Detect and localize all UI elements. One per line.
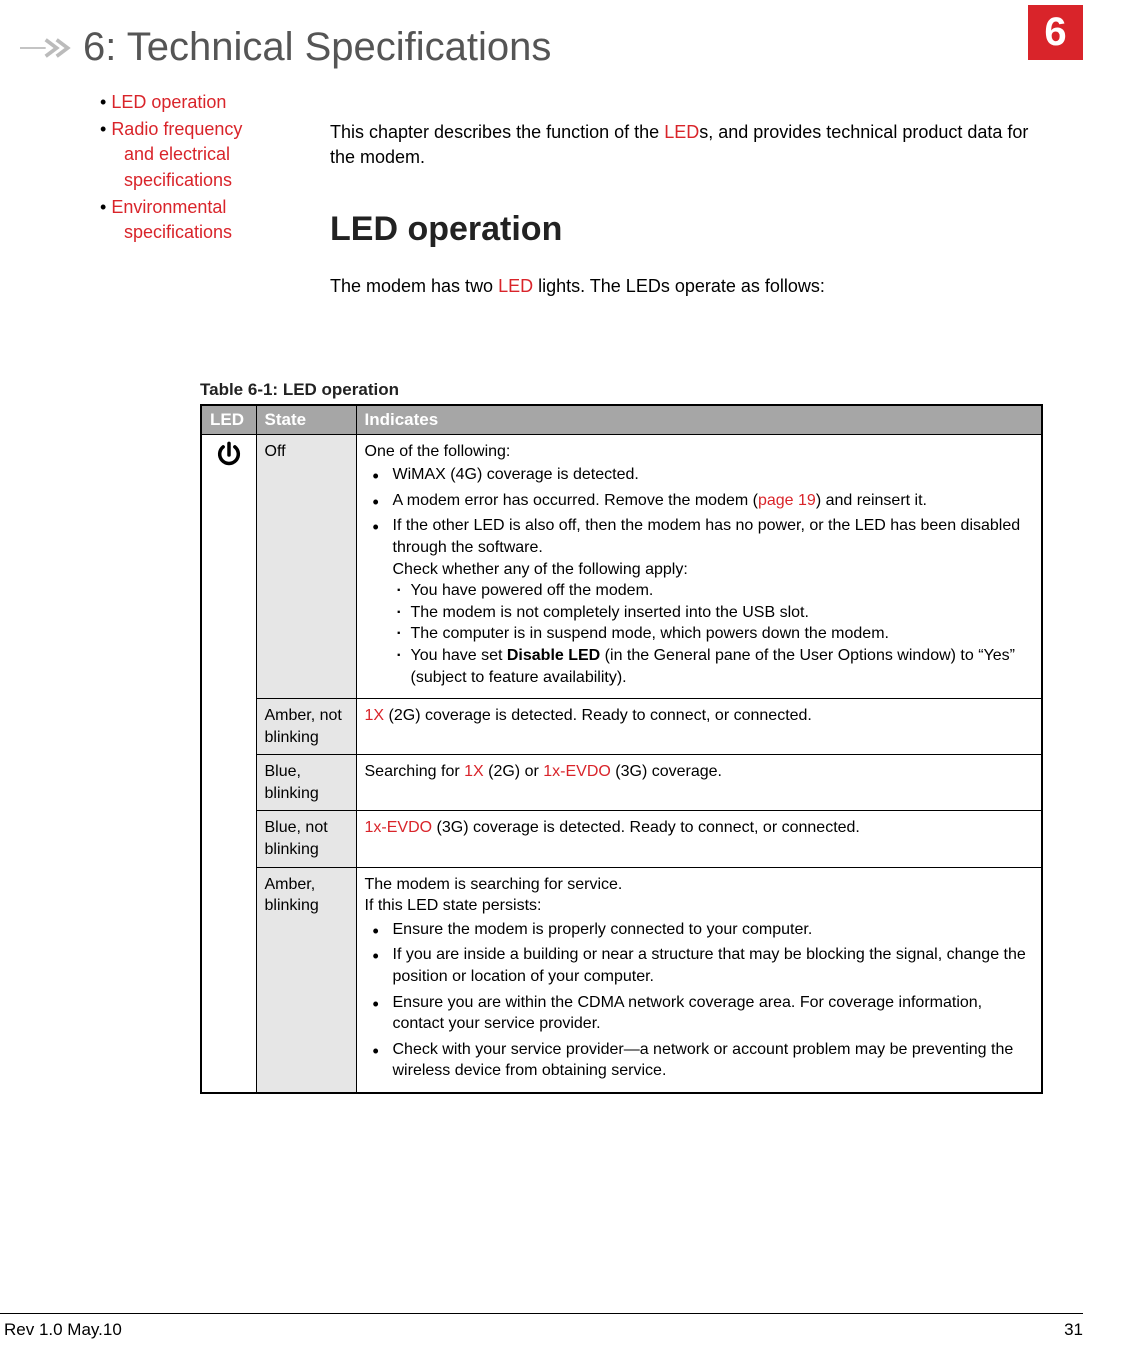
page-footer: Rev 1.0 May.10 31	[0, 1313, 1083, 1340]
footer-page-number: 31	[1064, 1320, 1083, 1340]
led-icon-cell	[201, 434, 256, 1093]
toc-link-environmental[interactable]: Environmentalspecifications	[100, 197, 258, 245]
state-cell: Blue, not blinking	[256, 811, 356, 867]
toc-sidebar: LED operation Radio frequencyand electri…	[0, 90, 270, 300]
toc-link-radio[interactable]: Radio frequencyand electricalspecificati…	[100, 119, 258, 193]
indicates-cell: One of the following: WiMAX (4G) coverag…	[356, 434, 1042, 699]
1x-evdo-link-2[interactable]: 1x-EVDO	[365, 819, 433, 836]
th-state: State	[256, 405, 356, 435]
body-paragraph: The modem has two LED lights. The LEDs o…	[330, 274, 1033, 299]
chevron-right-icon	[20, 33, 75, 63]
1x-evdo-link[interactable]: 1x-EVDO	[543, 763, 611, 780]
table-caption: Table 6-1: LED operation	[200, 380, 1043, 400]
indicates-cell: 1x-EVDO (3G) coverage is detected. Ready…	[356, 811, 1042, 867]
table-row: Amber, not blinking 1X (2G) coverage is …	[201, 699, 1042, 755]
th-led: LED	[201, 405, 256, 435]
footer-rev: Rev 1.0 May.10	[0, 1320, 122, 1340]
indicates-cell: The modem is searching for service. If t…	[356, 867, 1042, 1093]
led-link[interactable]: LED	[664, 122, 699, 142]
th-indicates: Indicates	[356, 405, 1042, 435]
table-row: Amber, blinking The modem is searching f…	[201, 867, 1042, 1093]
state-cell: Amber, blinking	[256, 867, 356, 1093]
chapter-title: 6: Technical Specifications	[83, 25, 551, 70]
toc-link-led-operation[interactable]: LED operation	[111, 92, 226, 112]
power-icon	[215, 456, 243, 473]
table-row: Blue, blinking Searching for 1X (2G) or …	[201, 755, 1042, 811]
1x-link-2[interactable]: 1X	[464, 763, 484, 780]
page-19-link[interactable]: page 19	[758, 492, 816, 509]
state-cell: Amber, not blinking	[256, 699, 356, 755]
intro-paragraph: This chapter describes the function of t…	[330, 120, 1033, 170]
state-cell: Off	[256, 434, 356, 699]
chapter-number-badge: 6	[1028, 5, 1083, 60]
indicates-cell: 1X (2G) coverage is detected. Ready to c…	[356, 699, 1042, 755]
led-operation-table: LED State Indicates Off	[200, 404, 1043, 1094]
state-cell: Blue, blinking	[256, 755, 356, 811]
table-row: Off One of the following: WiMAX (4G) cov…	[201, 434, 1042, 699]
section-heading: LED operation	[330, 210, 1033, 249]
1x-link[interactable]: 1X	[365, 707, 385, 724]
indicates-cell: Searching for 1X (2G) or 1x-EVDO (3G) co…	[356, 755, 1042, 811]
led-link-2[interactable]: LED	[498, 276, 533, 296]
table-row: Blue, not blinking 1x-EVDO (3G) coverage…	[201, 811, 1042, 867]
